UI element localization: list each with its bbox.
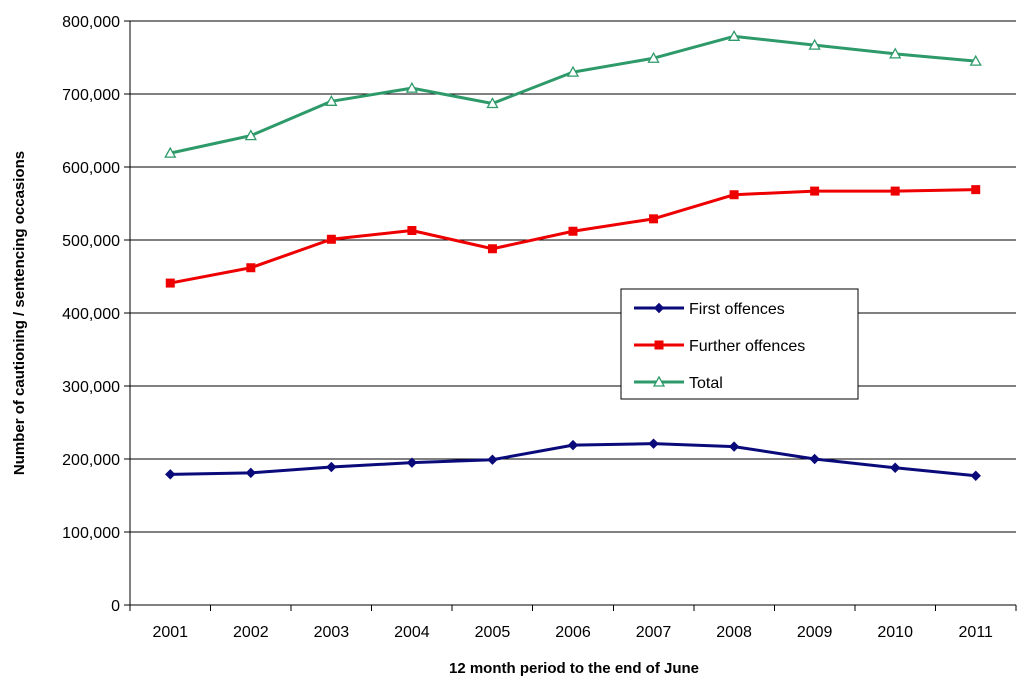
series-group (164, 29, 982, 481)
data-point-first-offences (487, 454, 498, 465)
y-tick-label: 500,000 (62, 233, 120, 250)
legend-swatch-marker (654, 340, 664, 350)
legend-item-total: Total (634, 375, 723, 392)
data-point-first-offences (406, 457, 418, 468)
data-point-total (566, 65, 580, 77)
data-point-first-offences (889, 462, 901, 473)
data-point-further-offences (890, 186, 900, 196)
data-point-total (808, 38, 821, 50)
series-total (164, 29, 982, 158)
data-point-further-offences (971, 185, 981, 195)
legend-label: Further offences (689, 338, 805, 355)
x-tick-label: 2007 (636, 624, 672, 641)
x-axis-title: 12 month period to the end of June (449, 660, 699, 677)
data-point-total (727, 29, 741, 41)
y-tick-label: 800,000 (62, 14, 120, 31)
gridlines (130, 20, 1016, 533)
data-point-first-offences (326, 461, 337, 473)
data-point-total (325, 94, 338, 106)
axes (124, 20, 1017, 611)
data-point-first-offences (809, 453, 820, 465)
data-point-first-offences (567, 439, 579, 451)
y-tick-label: 200,000 (62, 452, 120, 469)
series-line-total (169, 34, 976, 155)
y-tick-label: 0 (111, 598, 120, 615)
data-point-further-offences (407, 226, 417, 236)
data-point-total (405, 81, 419, 93)
x-tick-label: 2004 (394, 624, 430, 641)
data-point-first-offences (648, 438, 659, 449)
data-point-further-offences (810, 186, 820, 196)
data-point-total (164, 146, 177, 158)
data-point-further-offences (246, 263, 256, 273)
series-line-further-offences (169, 188, 976, 285)
data-point-total (486, 97, 499, 109)
data-point-further-offences (326, 234, 336, 244)
y-axis-title: Number of cautioning / sentencing occasi… (11, 151, 28, 475)
data-point-further-offences (729, 190, 739, 200)
legend-item-further-offences: Further offences (634, 338, 805, 355)
data-point-first-offences (970, 470, 981, 481)
y-tick-label: 700,000 (62, 87, 120, 104)
y-tick-label: 400,000 (62, 306, 120, 323)
data-point-total (969, 54, 982, 66)
legend-label: Total (689, 375, 723, 392)
legend-item-first-offences: First offences (634, 301, 785, 318)
data-point-total (647, 51, 660, 63)
x-tick-label: 2006 (555, 624, 591, 641)
series-first-offences (165, 438, 981, 481)
data-point-further-offences (568, 226, 578, 236)
data-point-first-offences (728, 441, 740, 452)
legend-label: First offences (689, 301, 785, 318)
tick-labels: 0 100,000 200,000 300,000 400,000 500,000 600,… (62, 14, 993, 641)
data-point-total (889, 47, 902, 59)
x-tick-label: 2011 (959, 624, 994, 641)
x-tick-label: 2009 (797, 624, 833, 641)
legend-swatch-marker (653, 302, 665, 314)
y-tick-label: 600,000 (62, 160, 120, 177)
data-point-total (244, 129, 257, 141)
x-tick-label: 2005 (475, 624, 511, 641)
data-point-first-offences (245, 467, 257, 479)
data-point-first-offences (165, 469, 176, 480)
legend-swatch-marker (652, 375, 666, 387)
x-tick-label: 2002 (233, 624, 269, 641)
y-tick-label: 100,000 (62, 525, 120, 542)
legend: First offences Further offences Total (620, 288, 859, 400)
data-point-further-offences (649, 214, 659, 224)
data-point-further-offences (487, 244, 497, 254)
x-tick-label: 2003 (314, 624, 350, 641)
x-tick-label: 2001 (152, 624, 188, 641)
y-tick-label: 300,000 (62, 379, 120, 396)
data-point-further-offences (165, 278, 175, 288)
series-further-offences (165, 185, 981, 288)
x-tick-label: 2010 (877, 624, 913, 641)
x-tick-label: 2008 (716, 624, 752, 641)
